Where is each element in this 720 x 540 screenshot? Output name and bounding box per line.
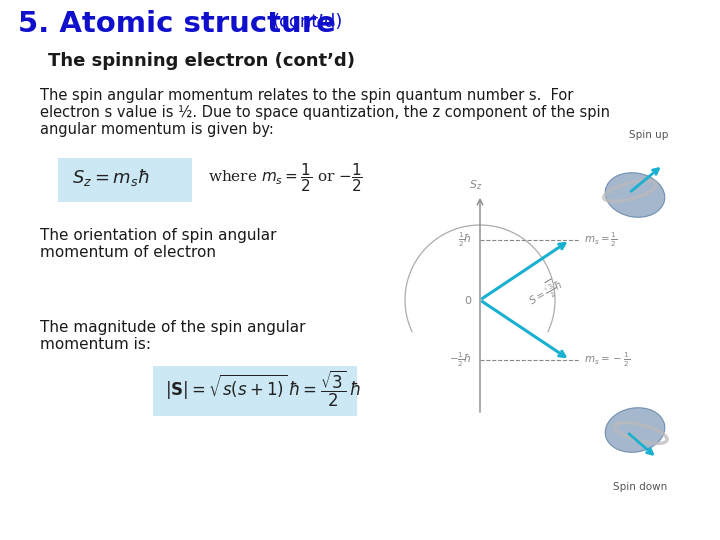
Ellipse shape	[606, 173, 665, 217]
FancyBboxPatch shape	[58, 158, 192, 202]
FancyBboxPatch shape	[153, 366, 357, 416]
Text: Spin down: Spin down	[613, 482, 667, 492]
Text: The orientation of spin angular: The orientation of spin angular	[40, 228, 276, 243]
Text: $S = \frac{\sqrt{3}}{2}\hbar$: $S = \frac{\sqrt{3}}{2}\hbar$	[524, 273, 567, 310]
Text: The spin angular momentum relates to the spin quantum number s.  For: The spin angular momentum relates to the…	[40, 88, 573, 103]
Text: $|\mathbf{S}| = \sqrt{s(s+1)}\,\hbar = \dfrac{\sqrt{3}}{2}\,\hbar$: $|\mathbf{S}| = \sqrt{s(s+1)}\,\hbar = \…	[165, 369, 361, 409]
Text: where $m_s = \dfrac{1}{2}$ or $-\dfrac{1}{2}$: where $m_s = \dfrac{1}{2}$ or $-\dfrac{1…	[208, 161, 363, 194]
Text: $-\frac{1}{2}\hbar$: $-\frac{1}{2}\hbar$	[449, 351, 472, 369]
Text: angular momentum is given by:: angular momentum is given by:	[40, 122, 274, 137]
Text: (cont’d): (cont’d)	[272, 13, 343, 31]
Text: 5. Atomic structure: 5. Atomic structure	[18, 10, 336, 38]
Text: $m_s = \frac{1}{2}$: $m_s = \frac{1}{2}$	[584, 231, 618, 249]
Ellipse shape	[606, 408, 665, 453]
Text: Spin up: Spin up	[629, 130, 669, 140]
Text: $m_s = -\frac{1}{2}$: $m_s = -\frac{1}{2}$	[584, 351, 630, 369]
Text: $S_z = m_s\hbar$: $S_z = m_s\hbar$	[72, 167, 150, 188]
Text: electron s value is ½. Due to space quantization, the z component of the spin: electron s value is ½. Due to space quan…	[40, 105, 610, 120]
Text: $0$: $0$	[464, 294, 472, 306]
Text: $\frac{1}{2}\hbar$: $\frac{1}{2}\hbar$	[458, 231, 472, 249]
Text: momentum of electron: momentum of electron	[40, 245, 216, 260]
Text: momentum is:: momentum is:	[40, 337, 151, 352]
Text: The spinning electron (cont’d): The spinning electron (cont’d)	[48, 52, 355, 70]
Text: The magnitude of the spin angular: The magnitude of the spin angular	[40, 320, 305, 335]
Text: $S_z$: $S_z$	[469, 178, 482, 192]
